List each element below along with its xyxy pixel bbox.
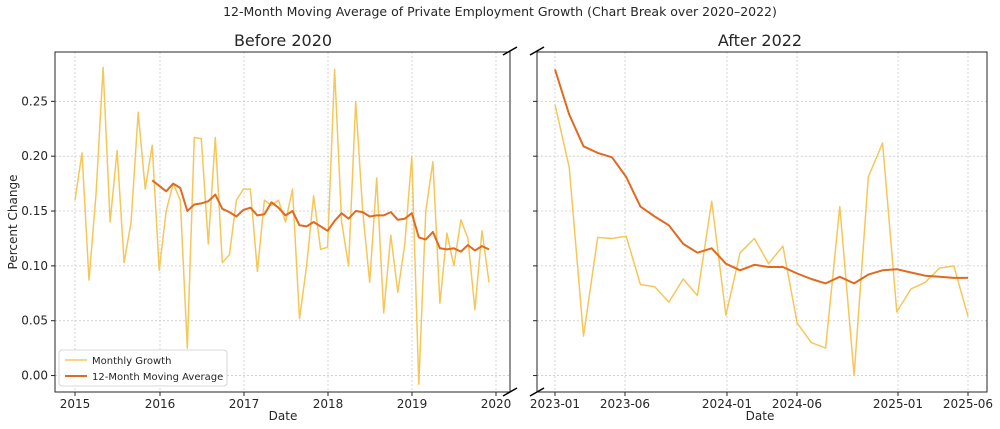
legend: Monthly Growth 12-Month Moving Average xyxy=(58,349,228,387)
left-series-group xyxy=(74,66,490,386)
x-tick-label: 2018 xyxy=(313,397,344,411)
left-gridlines xyxy=(55,52,510,392)
y-axis-label: Percent Change xyxy=(6,175,20,270)
moving-average-line-right xyxy=(554,69,968,285)
chart-title: 12-Month Moving Average of Private Emplo… xyxy=(223,4,777,19)
x-tick-label: 2020 xyxy=(481,397,512,411)
panel-before-2020: Before 2020 0.00 0.05 0.10 0.15 0.20 0.25 2015… xyxy=(21,31,511,411)
y-tick-label: 0.15 xyxy=(21,204,48,218)
y-tick-label: 0.05 xyxy=(21,314,48,328)
x-tick-label: 2023-06 xyxy=(600,397,650,411)
y-tick-label: 0.00 xyxy=(21,369,48,383)
y-tick-label: 0.10 xyxy=(21,259,48,273)
y-tick-label: 0.25 xyxy=(21,94,48,108)
x-axis-label-left: Date xyxy=(269,409,298,423)
x-tick-label: 2024-01 xyxy=(702,397,752,411)
legend-box xyxy=(58,349,228,387)
break-mark-bottom-left xyxy=(502,387,518,397)
legend-label-monthly: Monthly Growth xyxy=(92,356,171,367)
panel-after-2022: After 2022 2023-01 2023-06 2024-01 2024-06 2… xyxy=(530,31,993,411)
x-tick-label: 2024-06 xyxy=(772,397,822,411)
monthly-growth-line-right xyxy=(554,104,969,377)
moving-average-line-left xyxy=(151,179,490,253)
x-tick-label: 2025-06 xyxy=(943,397,993,411)
monthly-growth-line-left xyxy=(74,66,490,386)
x-axis-label-right: Date xyxy=(746,409,775,423)
panel-title-before-2020: Before 2020 xyxy=(234,31,332,50)
right-plot-frame xyxy=(536,51,988,393)
break-mark-top-right xyxy=(529,46,545,56)
break-mark-bottom-right xyxy=(529,387,545,397)
right-axis-ticks: 2023-01 2023-06 2024-01 2024-06 2025-01 2025-… xyxy=(530,100,993,411)
x-tick-label: 2019 xyxy=(397,397,428,411)
x-tick-label: 2025-01 xyxy=(873,397,923,411)
left-plot-frame xyxy=(54,51,511,393)
panel-title-after-2022: After 2022 xyxy=(718,31,802,50)
break-mark-top-left xyxy=(502,46,518,56)
y-tick-label: 0.20 xyxy=(21,149,48,163)
right-series-group xyxy=(554,69,969,377)
x-tick-label: 2016 xyxy=(145,397,176,411)
legend-label-moving-average: 12-Month Moving Average xyxy=(92,372,223,383)
x-tick-label: 2015 xyxy=(60,397,91,411)
x-tick-label: 2017 xyxy=(229,397,260,411)
right-gridlines xyxy=(537,52,987,392)
x-tick-label: 2023-01 xyxy=(530,397,580,411)
left-axis-ticks: 0.00 0.05 0.10 0.15 0.20 0.25 2015 2016 2017 2018… xyxy=(21,94,511,411)
